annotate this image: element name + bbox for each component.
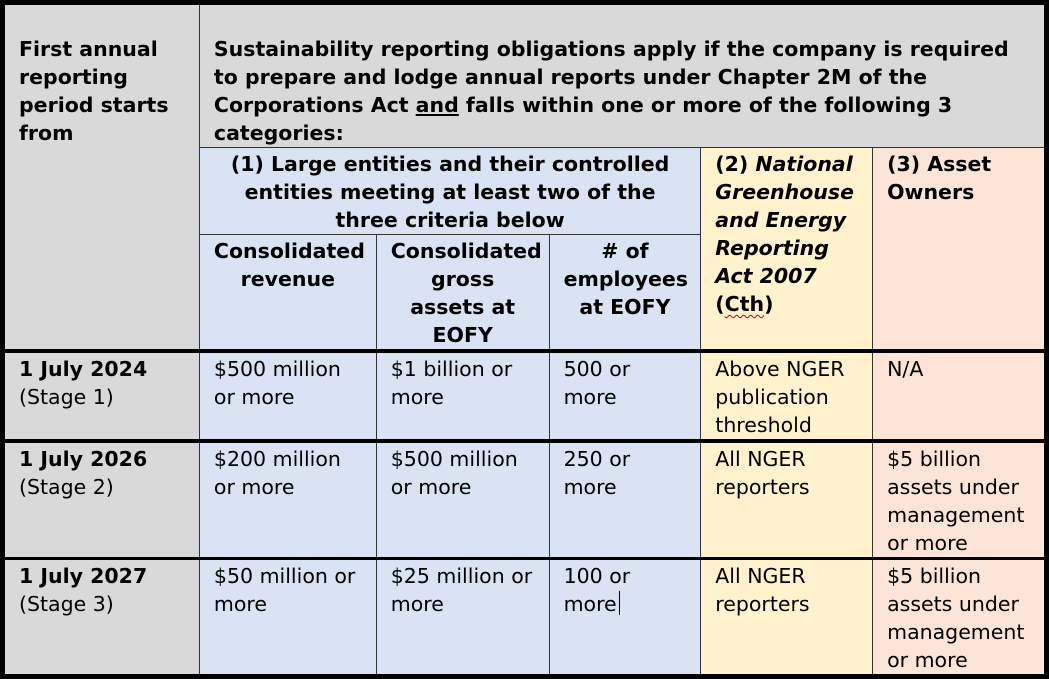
revenue-value: $200 million or more [213, 447, 341, 499]
asset-owners-cell: $5 billion assets under management or mo… [872, 557, 1047, 677]
asset-owners-value: N/A [887, 357, 924, 381]
assets-value: $25 million or more [390, 564, 533, 616]
header-row-criteria: Consolidated revenue Consolidated gross … [3, 234, 1047, 352]
employees-column-label: # of employees at EOFY [563, 239, 688, 319]
first-period-header: First annual reporting period starts fro… [2, 2, 200, 351]
stage-cell: 1 July 2024 (Stage 1) [2, 349, 200, 442]
employees-value: 500 or more [563, 357, 631, 409]
assets-column-header: Consolidated gross assets at EOFY [375, 234, 550, 352]
revenue-value: $50 million or more [213, 564, 356, 616]
obligations-text-after: falls within one or more of the followin… [213, 93, 953, 145]
category-2-prefix: (2) [715, 152, 756, 176]
nger-cell: All NGER reporters [700, 439, 874, 559]
employees-value: 100 or more [563, 564, 631, 616]
stage-date: 1 July 2024 [19, 357, 148, 381]
nger-value: Above NGER publication threshold [715, 357, 845, 437]
employees-cell: 250 or more [548, 439, 702, 559]
nger-value: All NGER reporters [715, 564, 810, 616]
revenue-column-header: Consolidated revenue [198, 234, 377, 352]
revenue-value: $500 million or more [213, 357, 341, 409]
assets-cell: $25 million or more [375, 557, 550, 677]
revenue-cell: $200 million or more [198, 439, 377, 559]
asset-owners-value: $5 billion assets under management or mo… [887, 564, 1025, 672]
header-row-categories: (1) Large entities and their controlled … [3, 147, 1047, 352]
nger-value: All NGER reporters [715, 447, 810, 499]
table-row: 1 July 2027 (Stage 3) $50 million or mor… [2, 557, 1047, 677]
category-2-header: (2) National Greenhouse and Energy Repor… [700, 147, 874, 352]
employees-value: 250 or more [563, 447, 631, 499]
assets-value: $500 million or more [390, 447, 518, 499]
asset-owners-value: $5 billion assets under management or mo… [887, 447, 1025, 555]
nger-cell: All NGER reporters [700, 557, 874, 677]
revenue-cell: $50 million or more [198, 557, 377, 677]
stage-date: 1 July 2027 [19, 564, 148, 588]
category-2-cth: Cth [724, 292, 765, 316]
employees-cell: 500 or more [548, 349, 702, 442]
obligations-text-and: and [415, 93, 459, 117]
header-row-main: First annual reporting period starts fro… [2, 2, 1048, 351]
assets-column-label: Consolidated gross assets at EOFY [390, 239, 542, 347]
asset-owners-cell: $5 billion assets under management or mo… [872, 439, 1047, 559]
table-row: 1 July 2024 (Stage 1) $500 million or mo… [2, 349, 1047, 442]
employees-cell[interactable]: 100 or more [548, 557, 702, 677]
category-3-header: (3) Asset Owners [872, 147, 1047, 352]
employees-column-header: # of employees at EOFY [548, 234, 702, 352]
stage-cell: 1 July 2027 (Stage 3) [2, 557, 200, 677]
first-period-header-text: First annual reporting period starts fro… [19, 37, 169, 145]
revenue-cell: $500 million or more [198, 349, 377, 442]
category-1-title: (1) Large entities and their controlled … [230, 152, 670, 232]
revenue-column-label: Consolidated revenue [213, 239, 365, 291]
stage-cell: 1 July 2026 (Stage 2) [2, 439, 200, 559]
nger-cell: Above NGER publication threshold [700, 349, 874, 442]
stage-label: (Stage 2) [19, 475, 114, 499]
category-2-paren-open: ( [715, 292, 725, 316]
category-2-act-name: National Greenhouse and Energy Reporting… [715, 152, 854, 288]
stage-label: (Stage 1) [19, 385, 114, 409]
obligations-header: Sustainability reporting obligations app… [198, 2, 1048, 148]
text-cursor [618, 591, 620, 615]
table-row: 1 July 2026 (Stage 2) $200 million or mo… [2, 439, 1047, 559]
stage-label: (Stage 3) [19, 592, 114, 616]
category-1-header: (1) Large entities and their controlled … [198, 147, 702, 235]
stage-date: 1 July 2026 [19, 447, 148, 471]
assets-cell: $500 million or more [375, 439, 550, 559]
assets-cell: $1 billion or more [375, 349, 550, 442]
asset-owners-cell: N/A [872, 349, 1047, 442]
obligations-text-before: Sustainability reporting obligations app… [213, 37, 1009, 117]
category-3-title: (3) Asset Owners [887, 152, 992, 204]
category-2-paren-close: ) [764, 292, 774, 316]
assets-value: $1 billion or more [390, 357, 513, 409]
